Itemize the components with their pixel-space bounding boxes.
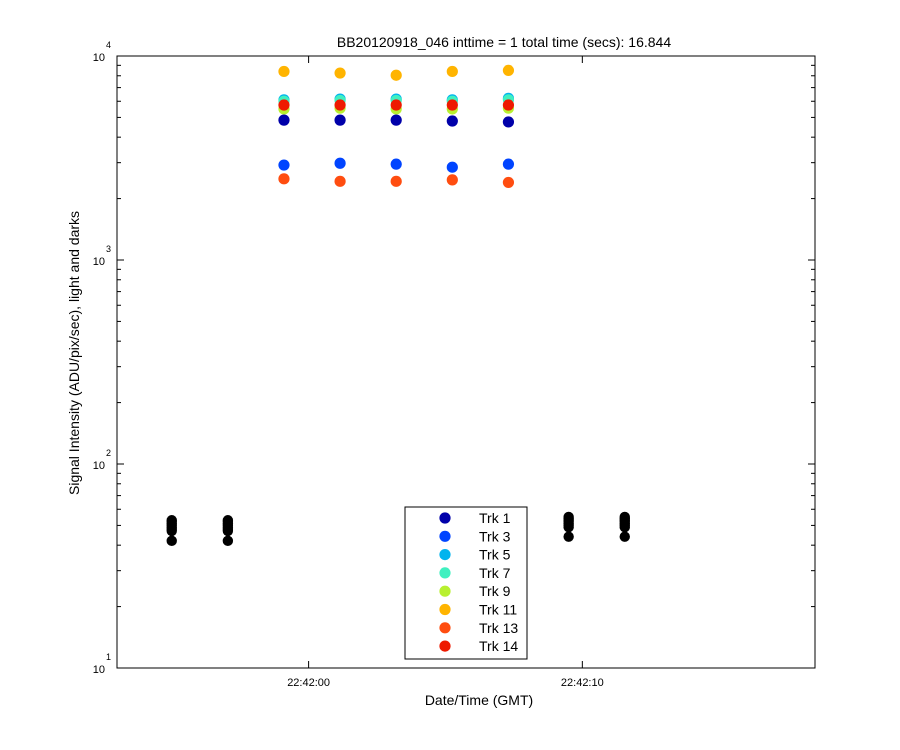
y-tick-exponent: 1 <box>106 652 111 662</box>
series-point-trk <box>502 64 515 76</box>
legend-label: Trk 11 <box>479 602 517 618</box>
series-point-trk <box>446 174 458 186</box>
series-point-trk <box>446 99 458 111</box>
x-tick-label: 22:42:00 <box>287 677 330 689</box>
dark-point <box>563 531 574 542</box>
y-tick-exponent: 4 <box>106 40 111 50</box>
legend-label: Trk 9 <box>479 583 511 599</box>
legend-box <box>404 506 528 660</box>
legend-marker <box>439 549 451 561</box>
series-point-trk <box>334 99 346 111</box>
series-point-trk <box>390 158 402 170</box>
data-points <box>166 64 630 547</box>
legend-label: Trk 5 <box>479 547 511 563</box>
series-point-trk <box>390 99 402 111</box>
y-tick-label: 10 <box>93 256 105 268</box>
series-point-trk <box>390 175 402 187</box>
series-point-trk <box>502 158 515 170</box>
legend-label: Trk 3 <box>479 528 511 544</box>
legend-label: Trk 1 <box>479 510 511 526</box>
legend-marker <box>439 585 451 597</box>
y-axis-label: Signal Intensity (ADU/pix/sec), light an… <box>66 211 82 495</box>
dark-point <box>563 511 574 523</box>
series-point-trk <box>502 176 515 189</box>
dark-point <box>166 515 177 526</box>
dark-point <box>619 531 630 542</box>
series-point-trk <box>334 157 346 169</box>
legend-label: Trk 7 <box>479 565 511 581</box>
legend-marker <box>439 622 451 634</box>
x-axis: 22:42:00 22:42:10 <box>287 56 604 689</box>
dark-point <box>166 535 177 547</box>
y-tick-exponent: 2 <box>106 448 111 458</box>
series-point-trk <box>502 116 515 128</box>
x-axis-label: Date/Time (GMT) <box>425 692 533 708</box>
series-point-trk <box>390 114 402 126</box>
legend-marker <box>439 567 451 579</box>
legend-marker <box>439 603 451 616</box>
legend-marker <box>439 640 451 652</box>
series-point-trk <box>278 159 290 171</box>
y-tick-label: 10 <box>93 664 105 676</box>
series-point-trk <box>502 99 515 111</box>
series-point-trk <box>446 65 458 78</box>
series-point-trk <box>278 99 290 111</box>
series-point-trk <box>446 161 458 173</box>
legend-marker <box>439 512 451 524</box>
series-point-trk <box>334 175 346 187</box>
x-tick-label: 22:42:10 <box>561 677 604 689</box>
legend: Trk 1 Trk 3 Trk 5 Trk 7 Trk 9 Trk 11 Trk 13 Trk… <box>404 506 528 660</box>
series-point-trk <box>278 65 290 78</box>
chart-title: BB20120918_046 inttime = 1 total time (s… <box>337 34 671 50</box>
legend-marker <box>439 530 451 542</box>
dark-point <box>222 515 234 526</box>
series-point-trk <box>390 69 402 81</box>
y-tick-label: 10 <box>93 460 105 472</box>
series-point-trk <box>278 114 290 126</box>
series-point-trk <box>278 173 290 185</box>
y-tick-label: 10 <box>93 52 105 64</box>
y-tick-exponent: 3 <box>106 244 111 254</box>
dark-point <box>222 535 234 547</box>
series-point-trk <box>446 115 458 127</box>
legend-label: Trk 13 <box>479 620 518 636</box>
dark-point <box>619 511 630 523</box>
legend-label: Trk 14 <box>479 638 518 654</box>
series-point-trk <box>334 114 346 126</box>
series-point-trk <box>334 67 346 79</box>
